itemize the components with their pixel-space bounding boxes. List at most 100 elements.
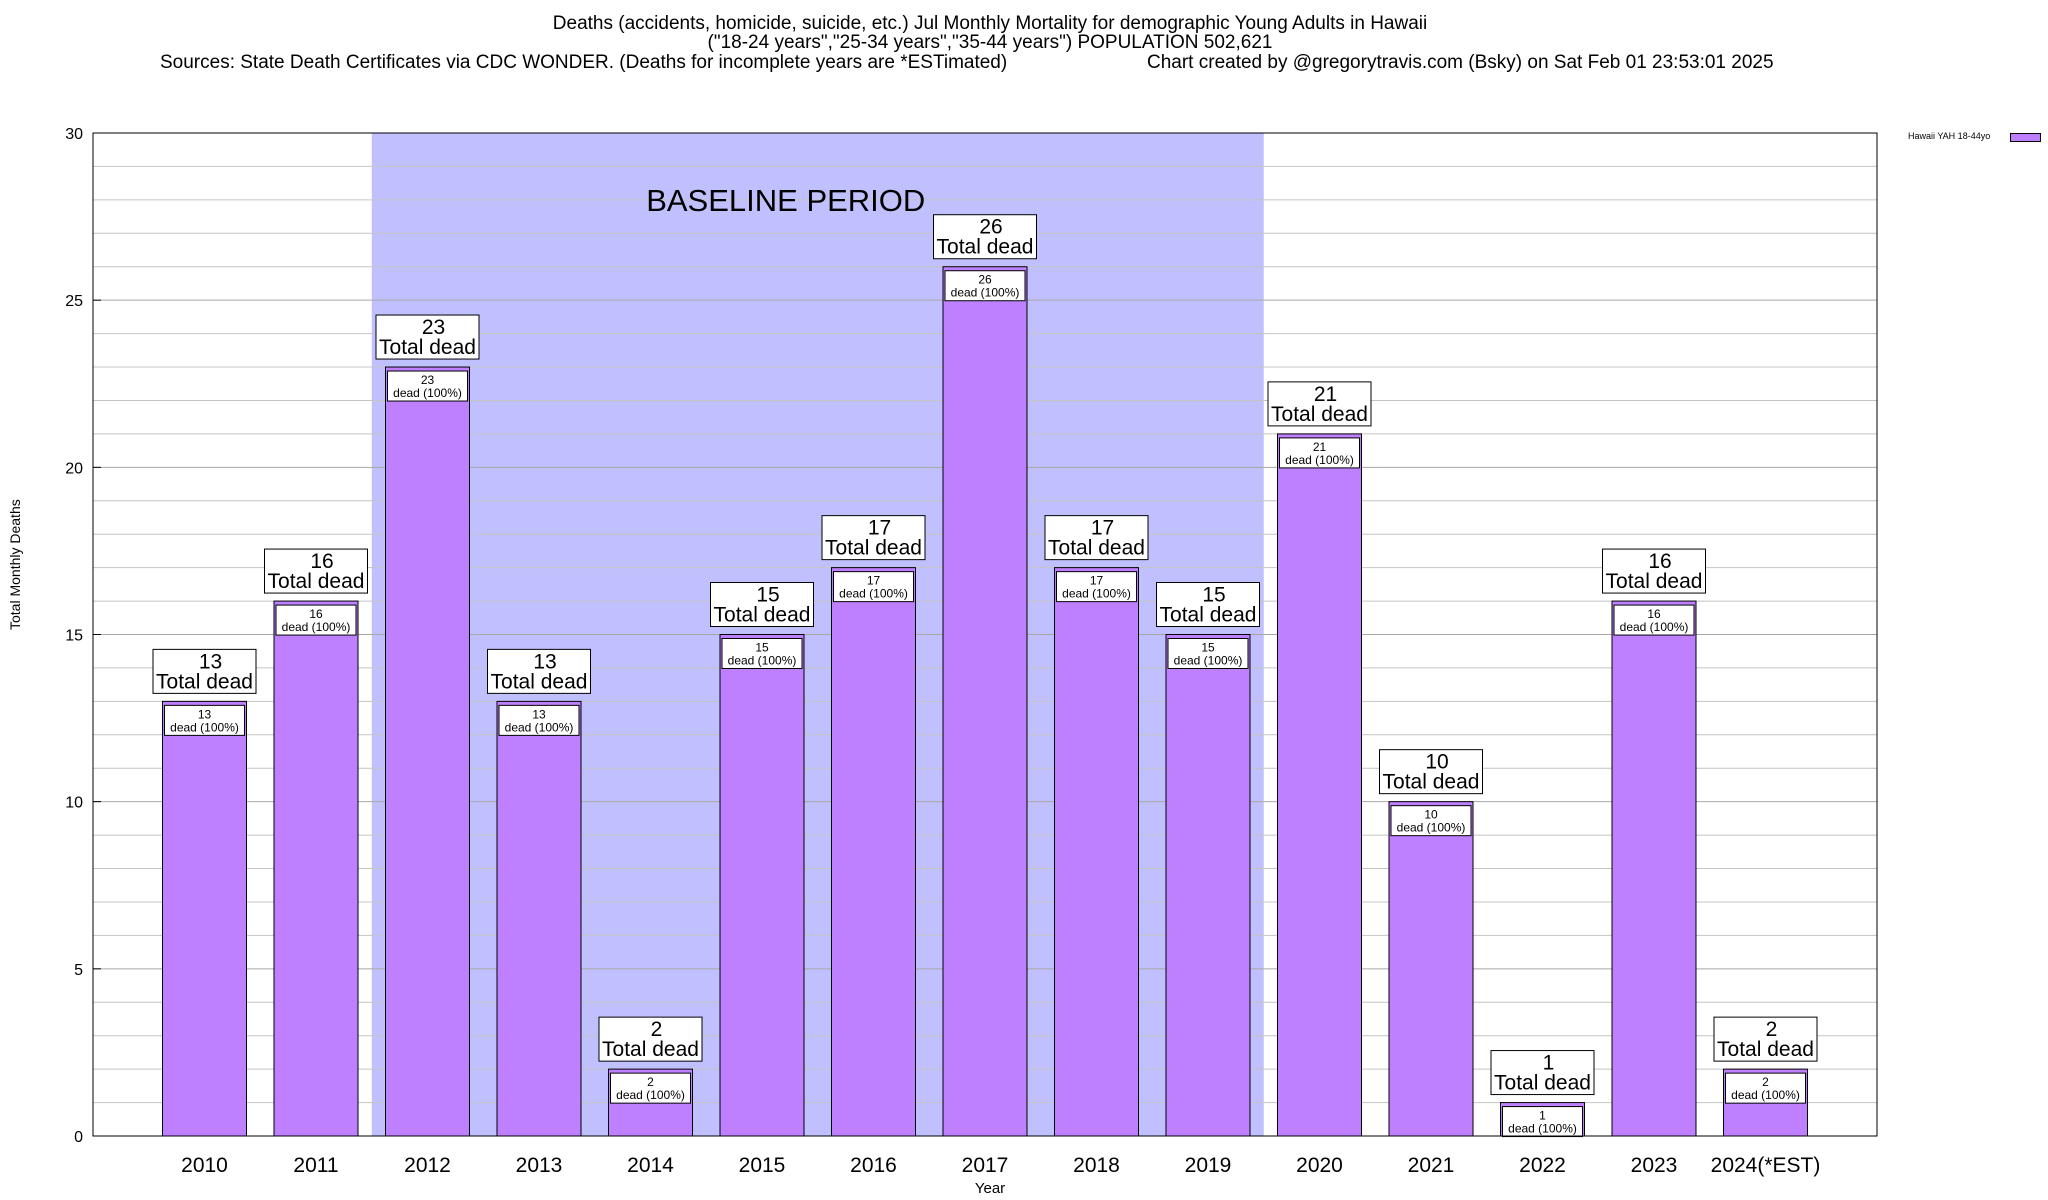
x-tick-label: 2015 xyxy=(739,1154,786,1177)
bar-2015 xyxy=(719,634,805,1137)
total-label-box xyxy=(1044,515,1149,561)
total-label-value: 26 xyxy=(979,216,1002,239)
inner-label-text: dead (100%) xyxy=(839,587,908,601)
inner-label-box xyxy=(944,270,1026,302)
total-label-value: 17 xyxy=(1091,517,1114,540)
total-label-value: 21 xyxy=(1314,383,1337,406)
bar-2019 xyxy=(1165,634,1251,1137)
y-tick-label: 5 xyxy=(74,962,83,979)
inner-label-text: dead (100%) xyxy=(1731,1088,1800,1102)
inner-label-box xyxy=(1725,1072,1806,1104)
bar-2016 xyxy=(831,567,916,1137)
total-label-text: Total dead xyxy=(602,1038,699,1061)
inner-label-box xyxy=(1167,638,1249,669)
bar-2011 xyxy=(273,600,359,1137)
bar-2010 xyxy=(162,700,247,1137)
x-tick-label: 2019 xyxy=(1185,1154,1232,1177)
x-tick-label: 2016 xyxy=(850,1154,897,1177)
total-label-value: 23 xyxy=(422,316,445,339)
total-label-text: Total dead xyxy=(714,604,811,627)
total-label-value: 2 xyxy=(651,1018,663,1041)
inner-label-value: 13 xyxy=(532,707,546,721)
inner-label-box xyxy=(833,571,914,603)
inner-label-text: dead (100%) xyxy=(282,620,351,634)
x-tick-label: 2014 xyxy=(627,1154,674,1177)
baseline-period-label: BASELINE PERIOD xyxy=(646,183,925,218)
x-tick-label: 2017 xyxy=(962,1154,1009,1177)
chart-title: Deaths (accidents, homicide, suicide, et… xyxy=(552,13,1428,34)
inner-label-value: 21 xyxy=(1313,440,1327,454)
total-label-value: 13 xyxy=(199,650,222,673)
chart-subtitle: ("18-24 years","25-34 years","35-44 year… xyxy=(707,32,1273,53)
inner-label-value: 17 xyxy=(1090,574,1104,588)
total-label-box xyxy=(1379,749,1483,795)
bar-2020 xyxy=(1277,433,1362,1137)
total-label-box xyxy=(152,648,257,694)
total-label-value: 13 xyxy=(533,650,556,673)
total-label-text: Total dead xyxy=(491,670,588,693)
total-label-text: Total dead xyxy=(379,336,476,359)
inner-label-text: dead (100%) xyxy=(1620,620,1689,634)
inner-label-value: 13 xyxy=(198,707,212,721)
x-tick-label: 2022 xyxy=(1519,1154,1566,1177)
inner-label-value: 10 xyxy=(1424,808,1438,822)
total-label-text: Total dead xyxy=(825,537,922,560)
total-label-value: 1 xyxy=(1543,1052,1555,1075)
inner-label-value: 23 xyxy=(421,373,435,387)
x-tick-label: 2010 xyxy=(181,1154,228,1177)
total-label-box xyxy=(1713,1016,1818,1062)
inner-label-text: dead (100%) xyxy=(170,720,239,734)
total-label-value: 15 xyxy=(756,584,779,607)
total-label-box xyxy=(1156,582,1260,627)
x-tick-label: 2024(*EST) xyxy=(1711,1154,1821,1177)
x-tick-label: 2020 xyxy=(1296,1154,1343,1177)
y-axis-label: Total Monthly Deaths xyxy=(7,499,23,630)
x-axis-label: Year xyxy=(974,1180,1006,1197)
x-tick-label: 2012 xyxy=(404,1154,451,1177)
total-label-text: Total dead xyxy=(937,236,1034,259)
y-tick-label: 15 xyxy=(65,628,83,645)
total-label-box xyxy=(264,548,368,594)
inner-label-text: dead (100%) xyxy=(1285,453,1354,467)
x-tick-label: 2018 xyxy=(1073,1154,1120,1177)
total-label-box xyxy=(933,214,1037,260)
credit-text: Chart created by @gregorytravis.com (Bsk… xyxy=(1147,52,1774,73)
inner-label-box xyxy=(1279,437,1360,469)
total-label-value: 10 xyxy=(1425,751,1448,774)
x-tick-label: 2013 xyxy=(516,1154,563,1177)
bar-2013 xyxy=(496,700,582,1137)
x-tick-label: 2011 xyxy=(293,1154,338,1177)
total-label-box xyxy=(375,314,480,360)
inner-label-box xyxy=(387,370,468,402)
total-label-text: Total dead xyxy=(1494,1072,1591,1095)
inner-label-value: 16 xyxy=(309,607,323,621)
inner-label-box xyxy=(1056,571,1137,603)
total-label-value: 15 xyxy=(1202,584,1225,607)
total-label-text: Total dead xyxy=(268,570,365,593)
bar-2012 xyxy=(385,366,470,1137)
y-tick-label: 10 xyxy=(65,795,83,812)
bar-2017 xyxy=(942,266,1028,1137)
total-label-box xyxy=(1490,1050,1595,1096)
x-tick-label: 2023 xyxy=(1631,1154,1678,1177)
total-label-box xyxy=(1267,381,1372,427)
inner-label-value: 26 xyxy=(978,273,992,287)
inner-label-box xyxy=(721,638,803,669)
y-tick-label: 0 xyxy=(74,1129,83,1146)
total-label-box xyxy=(821,515,926,561)
inner-label-text: dead (100%) xyxy=(1397,821,1466,835)
total-label-text: Total dead xyxy=(1271,403,1368,426)
total-label-value: 17 xyxy=(868,517,891,540)
inner-label-text: dead (100%) xyxy=(505,720,574,734)
bar-2018 xyxy=(1054,567,1139,1137)
total-label-box xyxy=(1602,548,1706,594)
y-tick-label: 20 xyxy=(65,460,83,477)
total-label-text: Total dead xyxy=(1383,771,1480,794)
bar-2021 xyxy=(1388,801,1474,1137)
inner-label-value: 1 xyxy=(1539,1109,1546,1123)
inner-label-box xyxy=(1502,1106,1583,1138)
total-label-value: 16 xyxy=(1648,550,1671,573)
total-label-box xyxy=(710,582,814,627)
total-label-text: Total dead xyxy=(1048,537,1145,560)
